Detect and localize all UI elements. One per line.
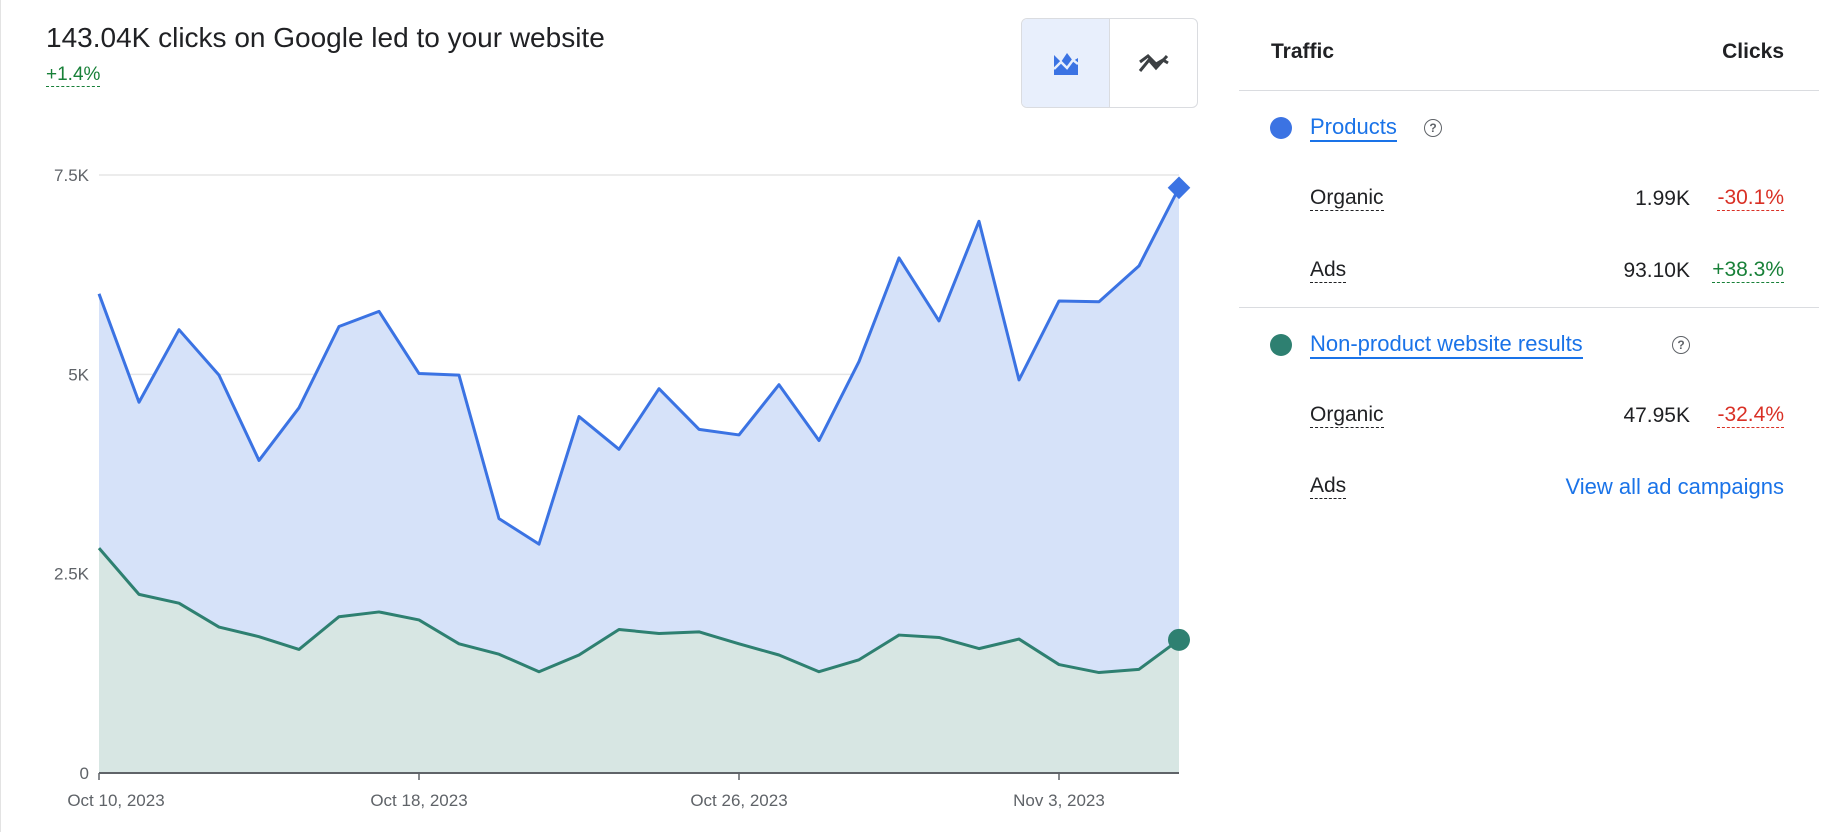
clicks-area-chart: 0 2.5K 5K 7.5K Oct 10, 2023 Oct 18, 2023 Oct 2…: [54, 166, 1191, 810]
non-product-end-marker: [1168, 628, 1190, 651]
line-chart-button[interactable]: [1110, 19, 1197, 107]
x-tick-label: Oct 26, 2023: [690, 791, 787, 810]
page-title: 143.04K clicks on Google led to your web…: [46, 22, 605, 53]
traffic-column-header: Traffic: [1271, 40, 1335, 63]
y-tick-label: 5K: [68, 365, 89, 384]
series-line-0: [97, 187, 1181, 546]
y-tick-label: 2.5K: [54, 565, 90, 584]
y-tick-label: 0: [80, 764, 89, 783]
non-product-organic-clicks: 47.95K: [1623, 404, 1690, 427]
chart-type-toggle: [1021, 18, 1198, 108]
products-end-marker: [1167, 176, 1191, 200]
non-product-link[interactable]: Non-product website results: [1310, 331, 1583, 359]
help-icon[interactable]: ?: [1672, 336, 1690, 354]
divider: [1239, 307, 1819, 308]
non-product-organic-change[interactable]: -32.4%: [1717, 403, 1784, 428]
products-legend-dot: [1270, 117, 1292, 139]
non-product-organic-label[interactable]: Organic: [1310, 403, 1384, 428]
y-tick-label: 7.5K: [54, 166, 90, 185]
products-ads-clicks: 93.10K: [1623, 259, 1690, 282]
x-tick-label: Oct 18, 2023: [370, 791, 467, 810]
divider: [1239, 90, 1819, 91]
view-all-ad-campaigns-link[interactable]: View all ad campaigns: [1565, 474, 1785, 499]
series-line-1: [97, 547, 1180, 675]
area-chart-button[interactable]: [1022, 19, 1110, 107]
x-tick-label: Nov 3, 2023: [1013, 791, 1105, 810]
x-tick-label: Oct 10, 2023: [67, 791, 164, 810]
products-organic-change[interactable]: -30.1%: [1717, 186, 1784, 211]
clicks-column-header: Clicks: [1722, 40, 1784, 63]
non-product-legend-dot: [1270, 334, 1292, 356]
non-product-ads-label[interactable]: Ads: [1310, 474, 1347, 499]
help-icon[interactable]: ?: [1424, 119, 1442, 137]
total-change-badge[interactable]: +1.4%: [46, 64, 101, 87]
products-ads-change[interactable]: +38.3%: [1712, 258, 1784, 283]
area-chart-icon: [1052, 53, 1079, 75]
line-chart-icon: [1138, 54, 1169, 72]
products-ads-label[interactable]: Ads: [1310, 258, 1347, 283]
products-organic-clicks: 1.99K: [1635, 187, 1690, 210]
products-organic-label[interactable]: Organic: [1310, 186, 1384, 211]
products-link[interactable]: Products: [1310, 114, 1397, 142]
series-area-1: [99, 548, 1179, 773]
